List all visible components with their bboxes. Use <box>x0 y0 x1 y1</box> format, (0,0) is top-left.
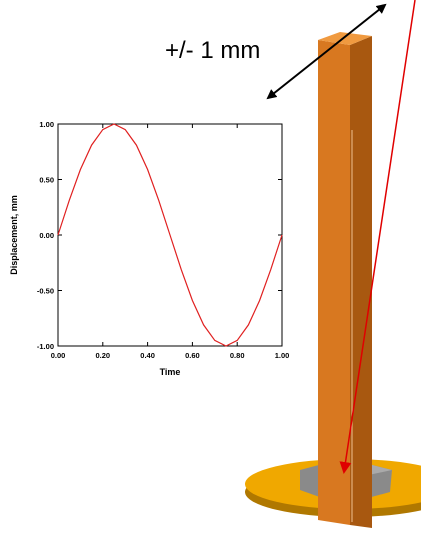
y-tick-label: 0.50 <box>39 176 54 185</box>
annotation: +/- 1 mm <box>165 37 260 64</box>
x-tick-label: 0.00 <box>51 351 66 360</box>
x-tick-label: 0.80 <box>230 351 245 360</box>
illustration <box>245 32 421 528</box>
x-tick-label: 1.00 <box>275 351 290 360</box>
y-tick-label: 0.00 <box>39 231 54 240</box>
y-tick-label: -1.00 <box>37 342 54 351</box>
x-tick-label: 0.60 <box>185 351 200 360</box>
y-tick-label: 1.00 <box>39 120 54 129</box>
data-line <box>58 124 282 346</box>
figure: +/- 1 mm Time Displacement, mm 1.00 0.50 0… <box>0 0 421 533</box>
y-tick-label: -0.50 <box>37 287 54 296</box>
x-axis-label: Time <box>160 367 181 377</box>
x-tick-label: 0.20 <box>95 351 110 360</box>
y-axis-label: Displacement, mm <box>9 195 19 275</box>
x-tick-label: 0.40 <box>140 351 155 360</box>
